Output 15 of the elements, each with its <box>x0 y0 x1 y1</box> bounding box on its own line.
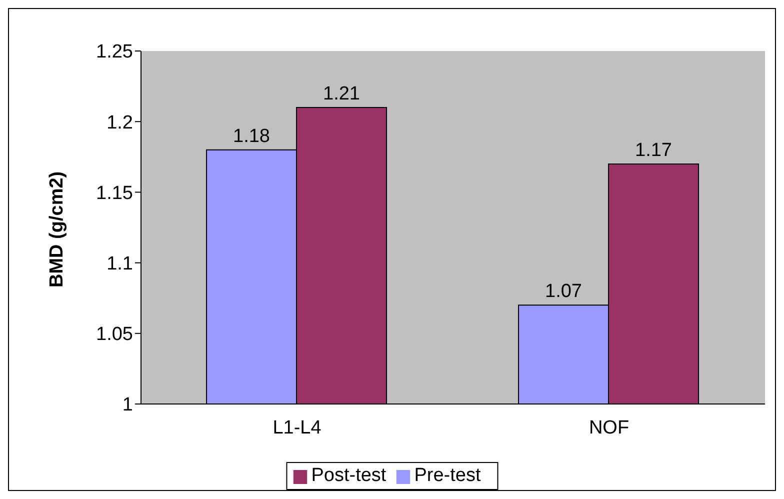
y-tick-label: 1.15 <box>96 182 133 204</box>
y-tick-label: 1.05 <box>96 324 133 346</box>
y-tick-label: 1.25 <box>96 42 133 63</box>
x-tick-label: L1-L4 <box>272 417 322 438</box>
x-tick-label: NOF <box>588 417 630 438</box>
data-label: 1.07 <box>545 281 582 302</box>
data-label: 1.17 <box>635 140 672 161</box>
legend-label: Pre-test <box>414 465 481 486</box>
y-tick-label: 1 <box>122 394 133 416</box>
y-tick-label: 1.2 <box>106 112 133 134</box>
data-label: 1.18 <box>233 126 270 147</box>
data-label: 1.21 <box>323 83 360 104</box>
y-axis-title: BMD (g/cm2) <box>46 171 68 288</box>
y-tick-label: 1.1 <box>106 254 133 275</box>
legend-label: Post-test <box>311 465 386 486</box>
